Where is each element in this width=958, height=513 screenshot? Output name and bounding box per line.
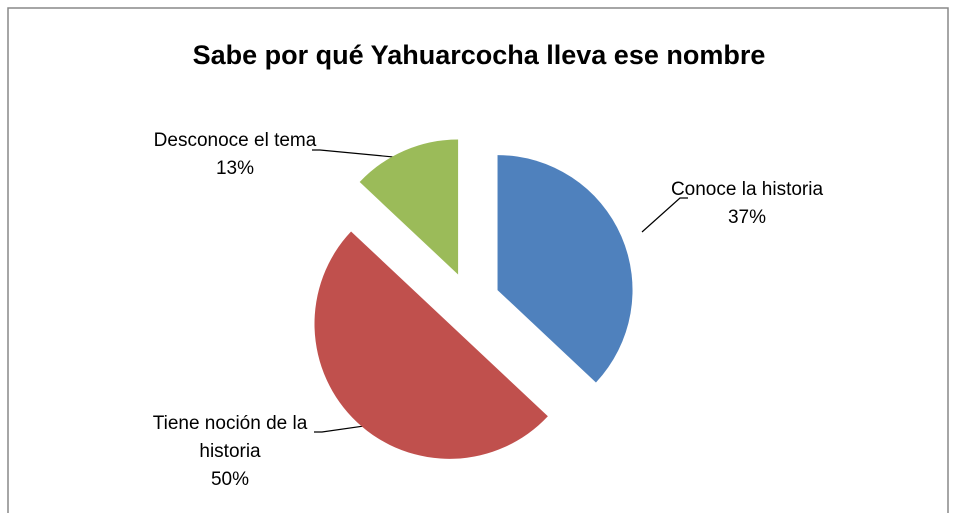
- value-label: 37%: [727, 207, 767, 228]
- category-label: Tiene noción de la historia: [152, 413, 308, 462]
- chart-border: [7, 7, 949, 513]
- chart-title: Sabe por qué Yahuarcocha lleva ese nombr…: [192, 40, 766, 70]
- data-label: Desconoce el tema 13%: [150, 127, 320, 183]
- category-label: Conoce la historia: [670, 179, 824, 200]
- pie-slice: [314, 231, 548, 459]
- leader-line: [641, 197, 688, 233]
- value-label: 13%: [215, 158, 255, 179]
- data-label: Conoce la historia 37%: [662, 176, 832, 232]
- pie-slice: [497, 155, 633, 383]
- pie-slice: [359, 139, 459, 275]
- value-label: 50%: [210, 469, 250, 490]
- category-label: Desconoce el tema: [153, 130, 317, 151]
- data-label: Tiene noción de la historia 50%: [145, 410, 315, 494]
- leader-line: [312, 149, 426, 161]
